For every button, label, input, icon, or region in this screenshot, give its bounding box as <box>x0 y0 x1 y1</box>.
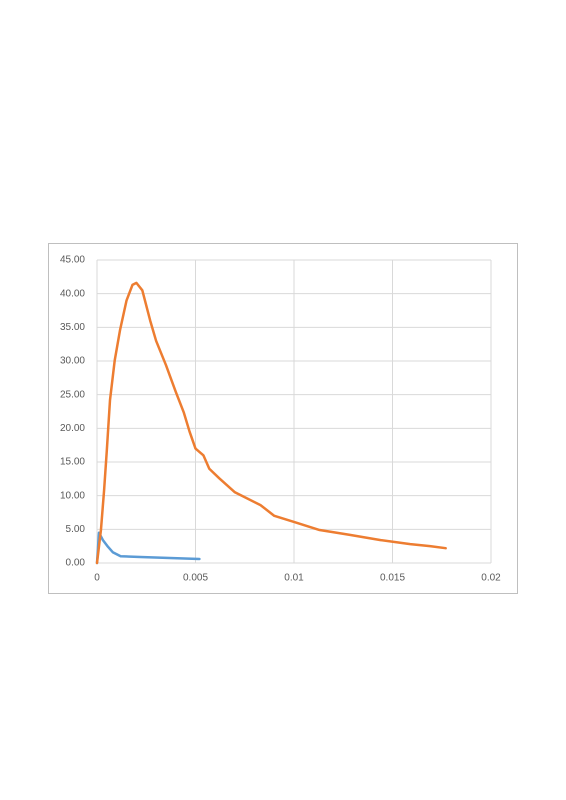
y-tick-label: 25.00 <box>60 389 85 400</box>
chart-frame <box>48 243 518 594</box>
y-tick-label: 10.00 <box>60 490 85 501</box>
y-tick-label: 40.00 <box>60 288 85 299</box>
x-tick-label: 0.015 <box>380 573 405 584</box>
y-tick-label: 20.00 <box>60 423 85 434</box>
y-tick-label: 0.00 <box>66 558 86 569</box>
series-line <box>95 281 447 565</box>
y-tick-label: 30.00 <box>60 356 85 367</box>
x-tick-label: 0.005 <box>183 573 208 584</box>
x-tick-label: 0.02 <box>481 573 501 584</box>
y-tick-label: 45.00 <box>60 255 85 266</box>
x-tick-label: 0 <box>94 573 100 584</box>
y-tick-label: 15.00 <box>60 457 85 468</box>
y-tick-label: 5.00 <box>66 524 86 535</box>
x-tick-label: 0.01 <box>284 573 304 584</box>
y-tick-label: 35.00 <box>60 322 85 333</box>
